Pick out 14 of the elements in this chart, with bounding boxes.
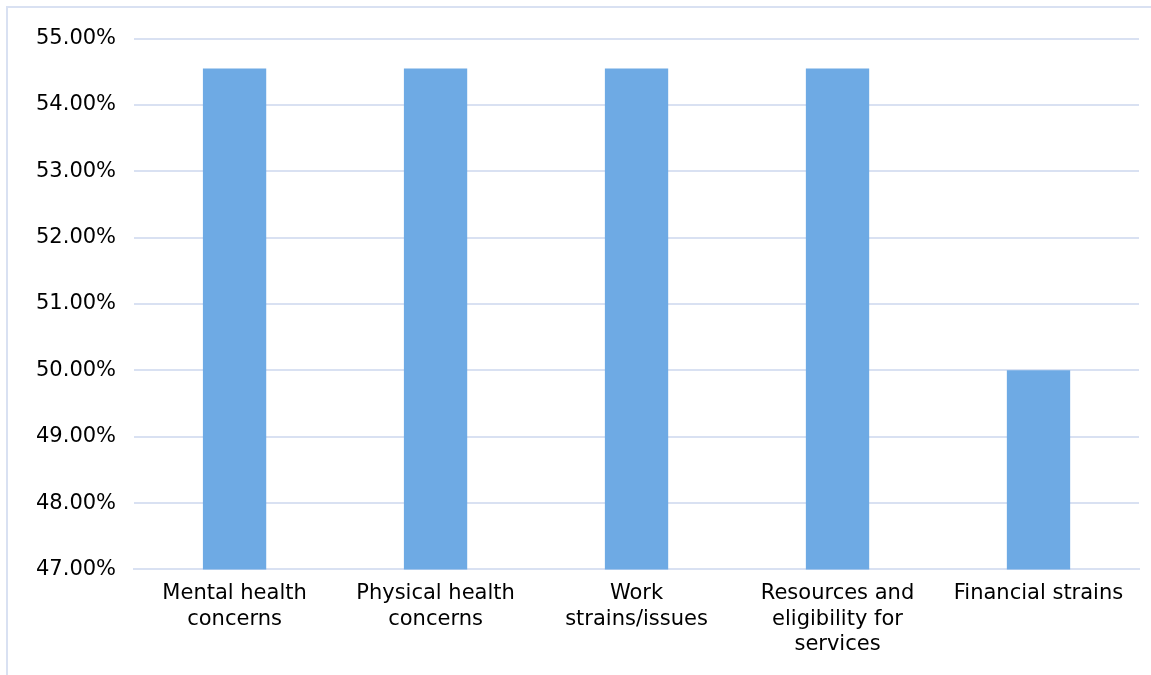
y-tick-label: 52.00%: [35, 224, 117, 249]
x-tick-label: Resources and eligibility for services: [760, 580, 915, 655]
y-tick-label: 49.00%: [35, 423, 117, 448]
x-tick-label: Work strains/issues: [565, 580, 708, 630]
x-tick-label: Financial strains: [953, 580, 1124, 605]
x-tick-label: Physical health concerns: [356, 580, 515, 630]
x-tick-label: Mental health concerns: [162, 580, 307, 630]
y-tick-label: 48.00%: [35, 489, 117, 514]
y-tick-label: 55.00%: [35, 25, 117, 50]
y-tick-label: 51.00%: [35, 290, 117, 315]
y-tick-label: 47.00%: [35, 555, 117, 580]
y-tick-label: 50.00%: [35, 356, 117, 381]
y-tick-label: 54.00%: [35, 91, 117, 116]
y-tick-label: 53.00%: [35, 157, 117, 182]
